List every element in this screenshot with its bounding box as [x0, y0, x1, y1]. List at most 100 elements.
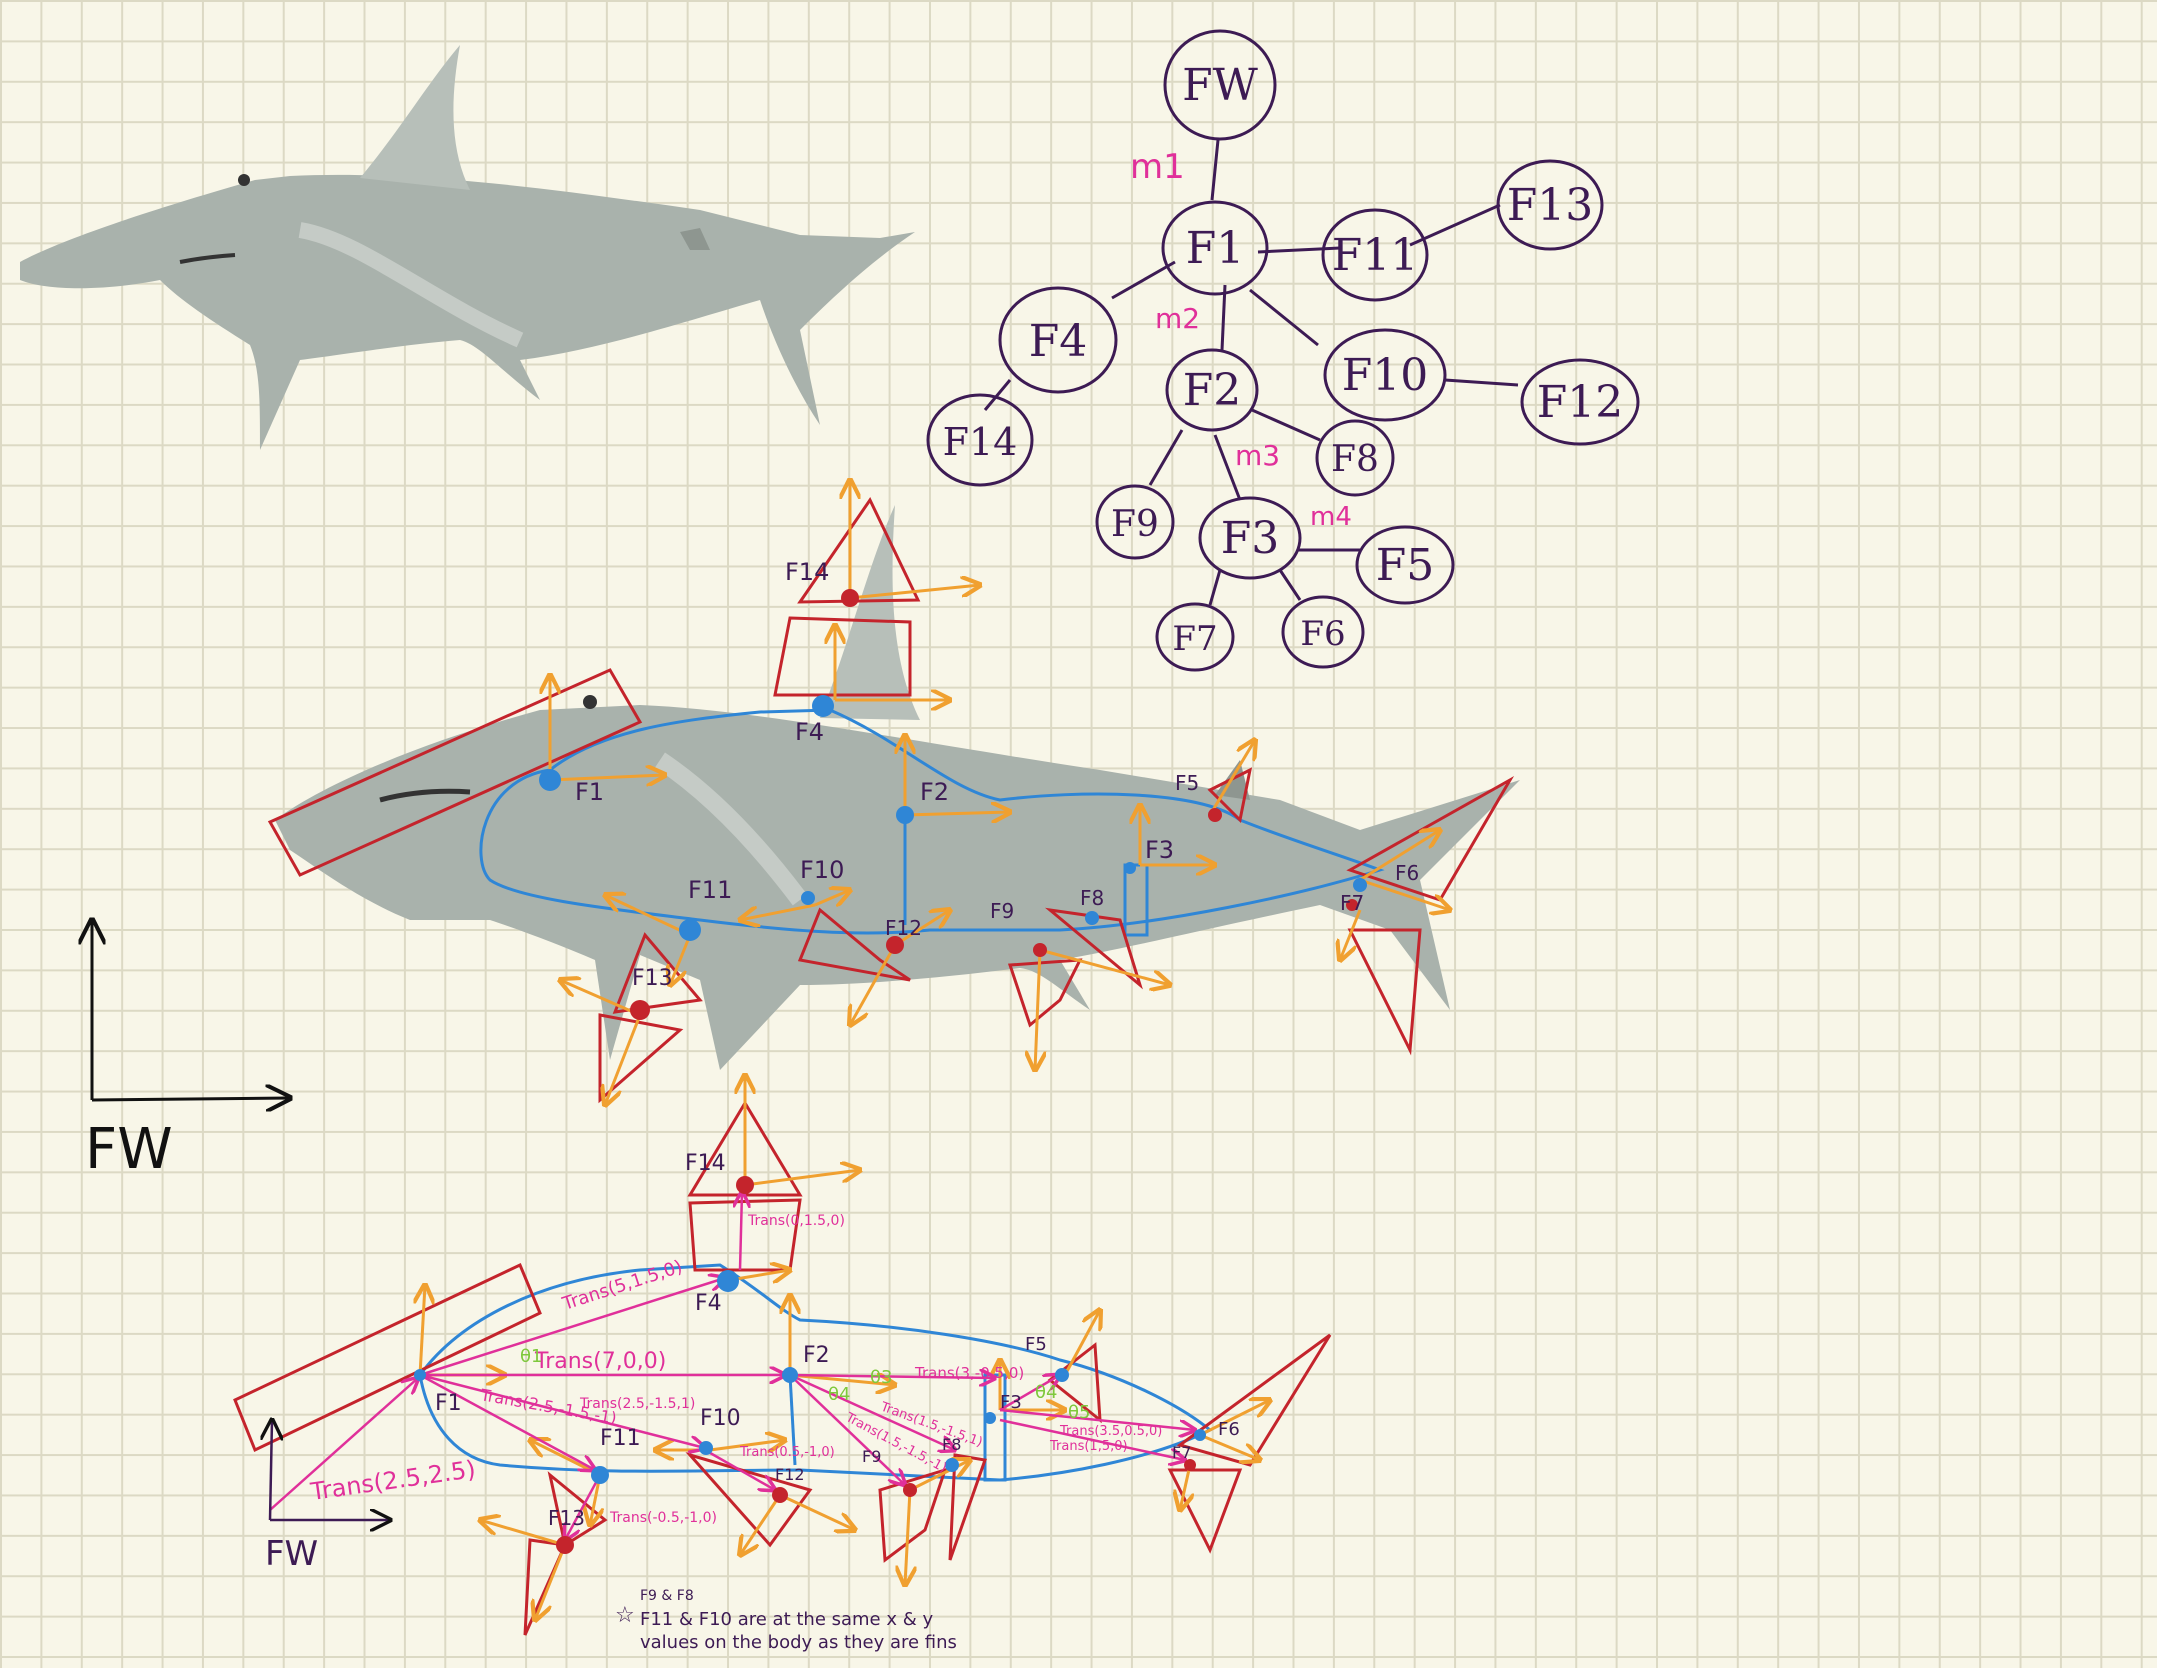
bot-label-f9: F9: [862, 1447, 881, 1466]
tree-label-f8: F8: [1331, 439, 1379, 480]
mid-label-f9: F9: [990, 899, 1014, 923]
mid-label-f7: F7: [1340, 891, 1364, 915]
tree-label-f11: F11: [1332, 230, 1419, 281]
middle-rig-joints: [539, 589, 1367, 1020]
note-line: F9 & F8: [640, 1588, 694, 1604]
world-axes-label: FW: [85, 1117, 173, 1182]
bottom-rig-orange-arrows: [420, 1075, 1270, 1620]
angle-label: θ5: [1068, 1402, 1090, 1423]
transform-label: Trans(7,0,0): [534, 1349, 666, 1374]
tree-label-f1: F1: [1186, 223, 1245, 274]
transform-label: Trans(1,5,0): [1049, 1439, 1128, 1454]
tree-node-f14: [926, 393, 1034, 487]
note-line: values on the body as they are fins: [640, 1632, 957, 1653]
tree-edge-labels: m1 m2 m3 m4: [1130, 147, 1352, 532]
tree-node-f2: [1165, 348, 1259, 432]
bot-label-f14: F14: [685, 1151, 726, 1176]
edge-label-m3: m3: [1235, 439, 1280, 472]
bot-label-f11: F11: [600, 1426, 641, 1451]
tree-node-f7: [1155, 602, 1235, 672]
angle-label: θ4: [1035, 1382, 1057, 1403]
bottom-rig-magenta-vectors: [269, 1192, 1195, 1540]
tree-label-fw: FW: [1182, 60, 1259, 111]
edge-label-m1: m1: [1130, 147, 1185, 187]
bottom-rig-labels: F14 F4 F1 F2 F5 F3 F6 F7 F11 F10 F12 F9 …: [265, 1151, 1240, 1574]
transform-label: Trans(2.5,2.5): [308, 1455, 477, 1506]
bot-label-f7: F7: [1172, 1443, 1191, 1462]
angle-label: θ3: [870, 1367, 892, 1388]
bottom-rig-joints: [414, 1176, 1206, 1554]
mid-label-f4: F4: [795, 718, 824, 746]
mid-label-f10: F10: [800, 856, 844, 884]
mid-label-f12: F12: [885, 916, 922, 940]
transform-label: Trans(0,1.5,0): [747, 1213, 845, 1229]
tree-label-f12: F12: [1537, 377, 1624, 428]
mid-label-f2: F2: [920, 778, 949, 806]
tree-label-f7: F7: [1172, 619, 1217, 659]
tree-node-f9: [1095, 484, 1175, 560]
bot-label-f2: F2: [803, 1343, 830, 1368]
edge-label-m4: m4: [1310, 502, 1352, 532]
transform-label: Trans(-0.5,-1,0): [609, 1510, 717, 1526]
tree-labels: FW F1 F4 F14 F2 F9 F3 F7 F6 F5 F8 F11 F1…: [943, 60, 1624, 659]
tree-label-f9: F9: [1111, 504, 1159, 545]
tree-node-f13: [1496, 159, 1604, 251]
bot-label-f5: F5: [1025, 1334, 1047, 1355]
transform-label: Trans(3.5,0.5,0): [1059, 1424, 1162, 1439]
tree-label-f5: F5: [1376, 540, 1435, 591]
tree-label-f4: F4: [1029, 316, 1088, 367]
bot-label-f6: F6: [1218, 1419, 1240, 1440]
bot-label-f4: F4: [695, 1291, 722, 1316]
tree-label-f13: F13: [1507, 180, 1594, 231]
tree-node-f6: [1281, 595, 1365, 669]
mid-label-f6: F6: [1395, 861, 1419, 885]
bot-label-fw: FW: [265, 1534, 318, 1574]
tree-node-f1: [1161, 200, 1269, 296]
bottom-note: F9 & F8 ☆ F11 & F10 are at the same x & …: [615, 1588, 957, 1653]
bottom-rig-angles: θ1 θ3 θ4 θ4 θ5: [520, 1346, 1090, 1423]
mid-label-f8: F8: [1080, 886, 1104, 910]
mid-label-f14: F14: [785, 558, 829, 586]
bot-label-f3: F3: [1000, 1392, 1022, 1413]
mid-label-f11: F11: [688, 876, 732, 904]
middle-rig-orange-arrows: [550, 480, 1450, 1105]
tree-node-f10: [1323, 328, 1447, 422]
tree-label-f14: F14: [943, 420, 1018, 464]
star-icon: ☆: [615, 1603, 635, 1628]
note-line: F11 & F10 are at the same x & y: [640, 1609, 933, 1630]
tree-label-f3: F3: [1221, 513, 1280, 564]
bot-label-f10: F10: [700, 1406, 741, 1431]
mid-label-f13: F13: [632, 966, 673, 991]
shark-photo-middle: [275, 505, 1520, 1070]
bottom-rig-red: [233, 1100, 1332, 1636]
angle-label: θ1: [520, 1346, 542, 1367]
tree-node-f5: [1355, 525, 1455, 605]
transform-label: Trans(5,1.5,0): [559, 1256, 685, 1315]
tree-node-f8: [1315, 419, 1395, 497]
tree-label-f6: F6: [1300, 614, 1345, 654]
tree-label-f10: F10: [1342, 350, 1429, 401]
mid-label-f1: F1: [575, 778, 604, 806]
bottom-origin-axes: [270, 1420, 390, 1520]
tree-node-f12: [1520, 358, 1640, 446]
middle-rig-labels: F14 F4 F1 F2 F5 F3 F6 F7 F11 F10 F12 F9 …: [575, 558, 1419, 991]
tree-node-f11: [1321, 208, 1429, 302]
edge-label-m2: m2: [1155, 302, 1200, 335]
tree-node-fw: [1163, 29, 1277, 141]
mid-label-f3: F3: [1145, 836, 1174, 864]
middle-rig-red: [267, 497, 1515, 1104]
tree-node-f4: [998, 286, 1118, 394]
bot-label-f1: F1: [435, 1391, 462, 1416]
bot-label-f13: F13: [548, 1506, 585, 1530]
world-axes: [92, 920, 290, 1100]
kinematic-tree: [926, 29, 1640, 672]
tree-label-f2: F2: [1183, 365, 1242, 416]
transform-label: Trans(0.5,-1,0): [739, 1445, 835, 1460]
transform-label: Trans(2.5,-1.5,1): [579, 1396, 695, 1412]
shark-photo-top: [20, 45, 915, 451]
transform-label: Trans(3,-0.5,0): [914, 1364, 1024, 1382]
bot-label-f8: F8: [942, 1435, 961, 1454]
tree-node-f3: [1198, 496, 1302, 580]
mid-label-f5: F5: [1175, 771, 1199, 795]
